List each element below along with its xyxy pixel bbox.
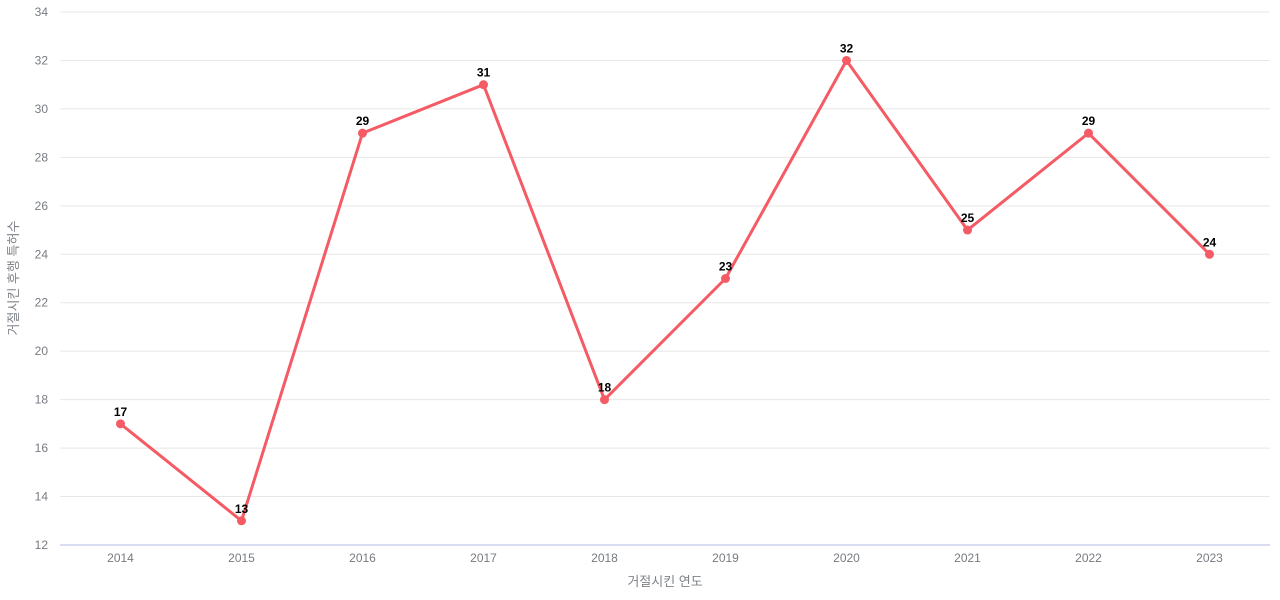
x-tick-label: 2017 xyxy=(470,551,497,565)
y-axis-title: 거절시킨 후행 특허수 xyxy=(6,221,21,336)
y-tick-label: 32 xyxy=(35,53,49,67)
data-point[interactable] xyxy=(963,225,972,235)
data-point-label: 32 xyxy=(840,41,854,55)
series-layer: 17 13 29 31 18 23 32 25 29 24 xyxy=(114,41,1217,526)
y-tick-label: 12 xyxy=(35,538,49,552)
y-tick-label: 34 xyxy=(35,5,49,19)
x-tick-label: 2021 xyxy=(954,551,981,565)
x-axis-title: 거절시킨 연도 xyxy=(627,574,702,589)
x-tick-label: 2015 xyxy=(228,551,255,565)
data-point-label: 25 xyxy=(961,211,975,225)
y-tick-label: 30 xyxy=(35,102,49,116)
x-tick-label: 2016 xyxy=(349,551,376,565)
data-point-label: 18 xyxy=(598,381,612,395)
x-tick-label: 2020 xyxy=(833,551,860,565)
x-tick-label: 2014 xyxy=(107,551,134,565)
y-tick-label: 14 xyxy=(35,490,49,504)
data-point[interactable] xyxy=(721,274,730,283)
data-point[interactable] xyxy=(842,55,851,65)
x-tick-label: 2022 xyxy=(1075,551,1102,565)
data-point[interactable] xyxy=(358,128,367,138)
data-point-label: 24 xyxy=(1203,235,1217,249)
y-tick-label: 28 xyxy=(35,150,49,164)
data-point[interactable] xyxy=(116,419,125,429)
series-line xyxy=(119,58,1211,523)
data-point[interactable] xyxy=(600,395,609,405)
x-tick-label: 2019 xyxy=(712,551,739,565)
y-tick-label: 18 xyxy=(35,393,49,407)
data-point-label: 31 xyxy=(477,66,491,80)
data-point-label: 23 xyxy=(719,260,733,274)
data-point-label: 29 xyxy=(1082,114,1096,128)
y-tick-label: 24 xyxy=(35,247,49,261)
data-point-label: 17 xyxy=(114,405,128,419)
data-point[interactable] xyxy=(1205,249,1214,259)
data-point-label: 13 xyxy=(235,502,249,516)
data-point-label: 29 xyxy=(356,114,370,128)
y-tick-label: 26 xyxy=(35,199,49,213)
y-tick-label: 22 xyxy=(35,296,49,310)
data-point[interactable] xyxy=(479,80,488,90)
x-tick-label: 2018 xyxy=(591,551,618,565)
y-tick-label: 16 xyxy=(35,441,49,455)
data-point[interactable] xyxy=(237,516,246,526)
y-tick-label: 20 xyxy=(35,344,49,358)
data-point[interactable] xyxy=(1084,128,1093,138)
grid-layer xyxy=(60,11,1270,498)
x-tick-label: 2023 xyxy=(1196,551,1223,565)
